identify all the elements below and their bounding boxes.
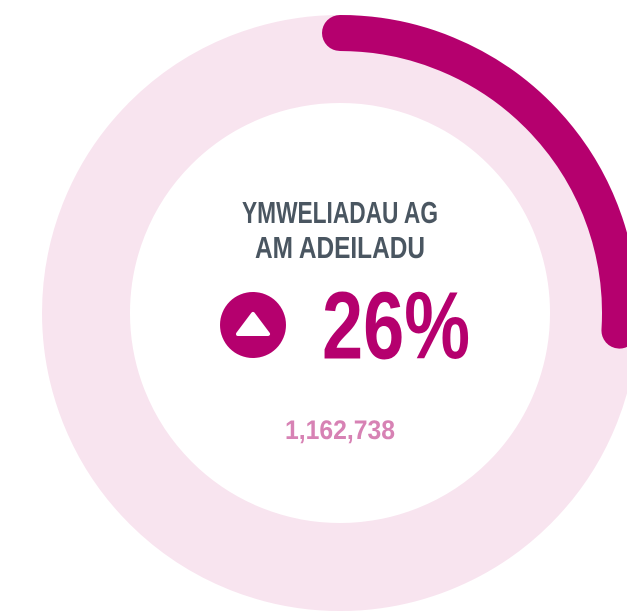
- title-line: YMWELIADAU AG: [242, 195, 438, 230]
- track: [42, 15, 627, 611]
- annotation: 1,162,738: [285, 415, 395, 445]
- rings: [42, 15, 627, 611]
- title-line: AM ADEILADU: [255, 230, 425, 265]
- value-arc: [322, 15, 627, 349]
- up-icon: [220, 292, 286, 358]
- icon-triangle: [236, 312, 270, 336]
- value-label: 26%: [322, 272, 470, 379]
